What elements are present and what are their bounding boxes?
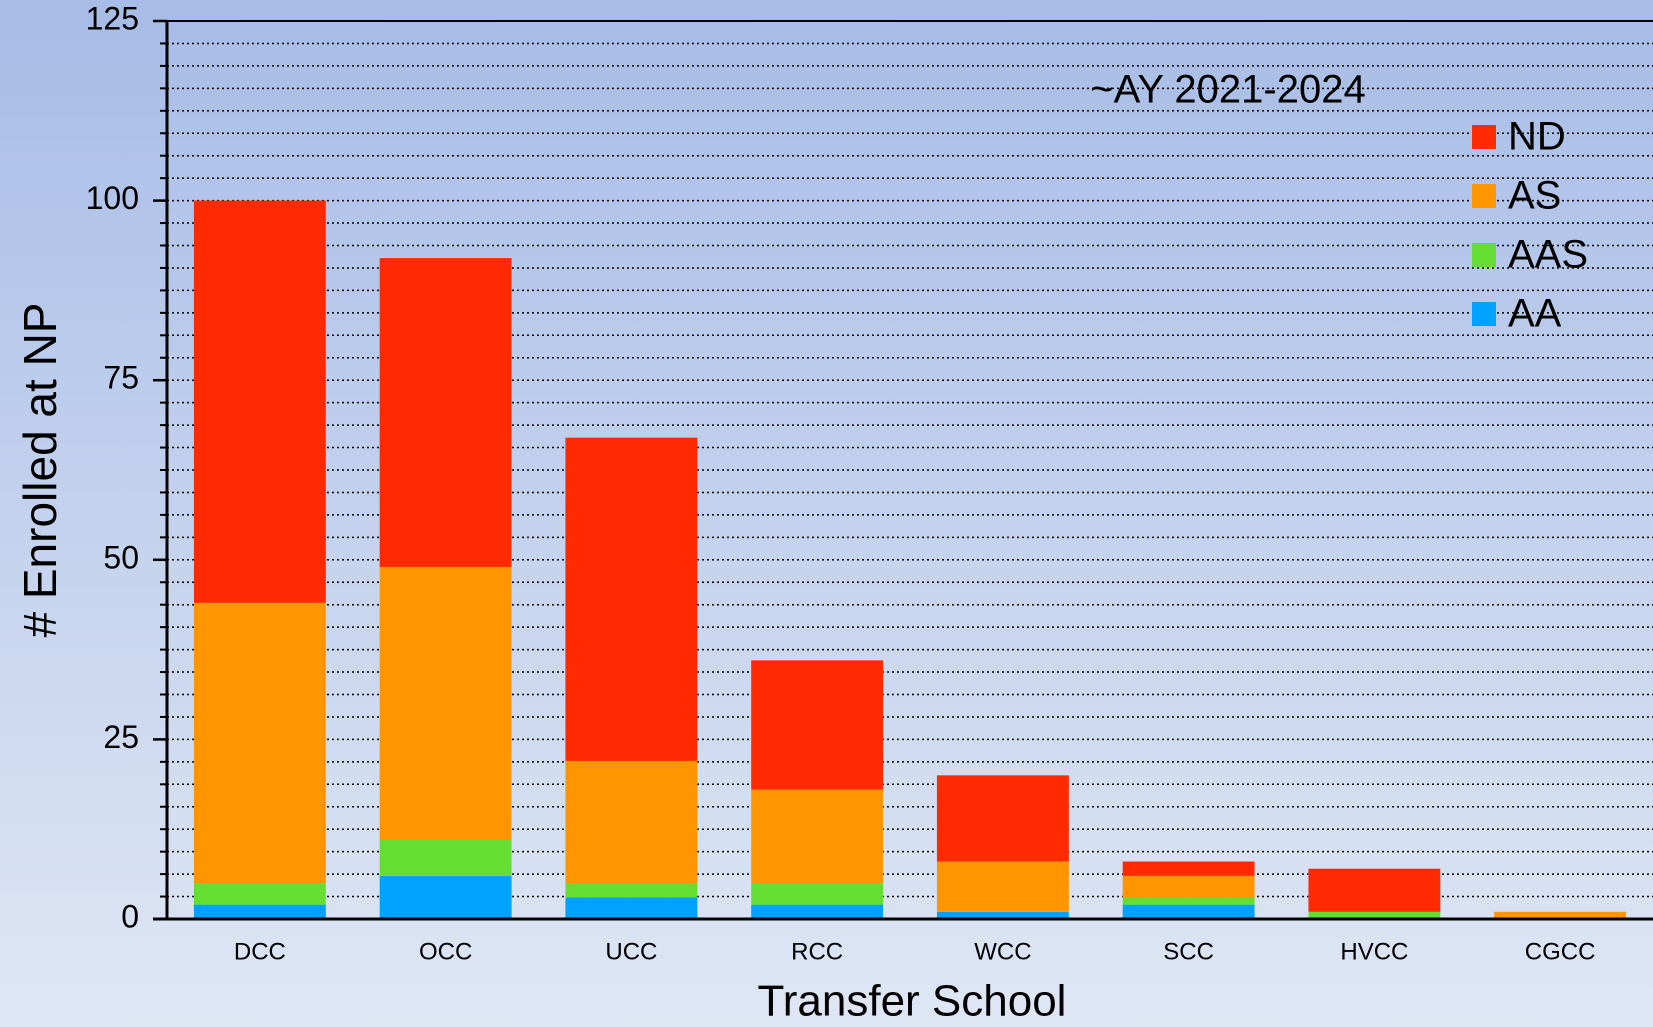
bar-segment [193,602,326,884]
legend-label: AAS [1508,233,1588,277]
x-tick-label: CGCC [1525,938,1596,965]
bar-segment [565,437,698,761]
bar-segment [936,775,1069,862]
legend-label: AS [1508,174,1561,218]
bar-segment [936,861,1069,912]
y-tick-label: 100 [86,180,139,216]
bar-segment [1122,875,1255,898]
legend: AA AAS AS ND [1472,115,1588,336]
bar-segment [565,883,698,898]
bar-segment [751,883,884,905]
legend-swatch [1472,243,1496,267]
y-tick-label: 25 [103,719,139,755]
bar-segment [1122,904,1255,919]
bar-segment [751,789,884,884]
y-tick-label: 0 [121,898,139,934]
x-tick-label: RCC [791,938,843,965]
y-axis-title: # Enrolled at NP [14,303,66,638]
legend-swatch [1472,302,1496,326]
legend-swatch [1472,184,1496,208]
annotation: ~AY 2021-2024 [1090,68,1365,112]
bar-segment [1122,861,1255,876]
x-tick-label: HVCC [1340,938,1408,965]
bar-segment [379,839,512,876]
bar-segment [936,911,1069,919]
x-tick-label: DCC [234,938,286,965]
bar-segment [193,200,326,603]
x-tick-label: SCC [1163,938,1214,965]
y-tick-label: 125 [86,0,139,36]
x-axis-title: Transfer School [758,977,1067,1026]
x-tick-label: WCC [974,938,1031,965]
axes: 0 25 50 75 100 125 DCC OCC UCC RCC WCC SCC HVCC CGCC [86,0,1653,965]
bar-segment [1494,911,1627,919]
bar-segment [751,660,884,790]
bar-segment [193,883,326,905]
bar-segment [751,904,884,919]
legend-label: ND [1508,115,1566,159]
bar-segment [1122,897,1255,905]
bar-segment [1308,911,1441,919]
bar-segment [379,258,512,567]
x-tick-label: OCC [419,938,472,965]
legend-swatch [1472,125,1496,149]
bar-segment [193,904,326,919]
bar-segment [565,897,698,919]
bars [193,200,1627,919]
x-tick-label: UCC [605,938,657,965]
bar-segment [379,875,512,919]
bar-segment [379,566,512,840]
bar-segment [565,760,698,884]
y-tick-label: 75 [103,360,139,396]
y-tick-label: 50 [103,539,139,575]
legend-label: AA [1508,292,1562,336]
bar-segment [1308,868,1441,912]
